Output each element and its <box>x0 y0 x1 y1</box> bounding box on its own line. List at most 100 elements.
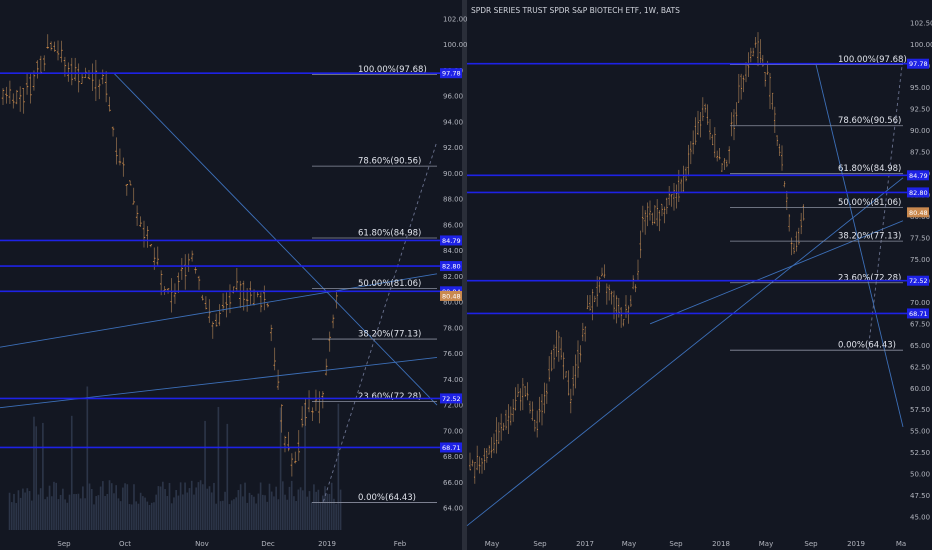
fib-level-label: 38.20%(77.13) <box>838 232 901 242</box>
y-tick-label: 86.00 <box>443 221 463 229</box>
y-tick-label: 88.00 <box>443 196 463 204</box>
fib-level-label: 100.00%(97.68) <box>838 55 907 65</box>
fib-level-label: 0.00%(64.43) <box>838 341 896 351</box>
y-tick-label: 75.00 <box>910 256 930 264</box>
x-tick-label: May <box>485 540 499 548</box>
volume-bar <box>106 493 109 530</box>
fib-level-label: 78.60%(90.56) <box>358 157 421 167</box>
volume-bar <box>173 497 175 530</box>
fib-level-label: 50.00%(81.06) <box>358 279 421 289</box>
x-tick-label: 2019 <box>318 540 336 548</box>
volume-bar <box>144 497 146 530</box>
volume-bar <box>279 407 282 530</box>
price-badge <box>440 235 462 246</box>
last-price-label: 80.48 <box>442 292 461 300</box>
volume-bar <box>19 497 22 530</box>
y-tick-label: 96.00 <box>443 93 463 101</box>
y-tick-label: 57.50 <box>910 406 930 414</box>
volume-bar <box>44 499 46 530</box>
price-badge <box>907 187 929 198</box>
volume-bar <box>124 483 126 530</box>
y-tick-label: 90.00 <box>910 127 930 135</box>
chart-title: SPDR SERIES TRUST SPDR S&P BIOTECH ETF, … <box>471 6 680 15</box>
trendline[interactable] <box>649 220 904 325</box>
volume-bar <box>304 402 306 530</box>
volume-bar <box>330 482 333 530</box>
volume-bar <box>79 498 82 530</box>
trendline[interactable] <box>466 177 904 527</box>
volume-bar <box>128 504 131 530</box>
volume-bar <box>73 494 75 530</box>
y-tick-label: 74.00 <box>443 376 463 384</box>
fib-level-label: 50.00%(81.06) <box>838 198 901 208</box>
y-tick-label: 64.00 <box>443 505 463 513</box>
volume-bar <box>197 482 200 530</box>
fib-level-label: 100.00%(97.68) <box>358 65 427 75</box>
volume-bar <box>148 504 151 530</box>
price-badge <box>907 170 929 181</box>
trendline[interactable] <box>867 57 904 351</box>
volume-bar <box>17 490 20 530</box>
trendline[interactable] <box>113 72 438 406</box>
x-tick-label: 2017 <box>576 540 594 548</box>
volume-bar <box>113 493 115 530</box>
volume-bar <box>26 488 29 530</box>
trendline[interactable] <box>0 357 438 409</box>
volume-bar <box>273 496 275 530</box>
volume-bar <box>248 492 251 530</box>
volume-bar <box>277 499 280 530</box>
trendline[interactable] <box>322 141 438 502</box>
volume-bar <box>70 415 73 530</box>
volume-bar <box>230 500 233 530</box>
price-badge <box>440 68 462 79</box>
volume-bar <box>39 488 42 530</box>
volume-bar <box>315 491 317 530</box>
volume-bar <box>99 486 102 530</box>
volume-bar <box>328 493 331 530</box>
trendline[interactable] <box>0 273 438 348</box>
volume-bar <box>217 406 220 530</box>
y-tick-label: 87.50 <box>910 149 930 157</box>
y-tick-label: 82.00 <box>443 273 463 281</box>
volume-bar <box>193 494 195 530</box>
volume-bar <box>62 488 64 530</box>
right-pane[interactable] <box>467 0 932 550</box>
trendline[interactable] <box>815 63 904 428</box>
volume-bar <box>68 494 71 530</box>
y-tick-label: 65.00 <box>910 342 930 350</box>
volume-bar <box>266 501 269 530</box>
price-badge-label: 82.80 <box>442 263 461 271</box>
left-pane[interactable] <box>0 0 462 550</box>
volume-bar <box>50 496 53 530</box>
volume-bar <box>295 501 297 530</box>
volume-bar <box>268 483 271 530</box>
volume-bar <box>195 487 197 530</box>
volume-bar <box>102 481 104 530</box>
volume-bar <box>306 496 309 530</box>
volume-bar <box>146 501 149 530</box>
volume-bar <box>97 495 100 530</box>
volume-bar <box>293 496 295 530</box>
x-tick-label: Sep <box>533 540 547 548</box>
volume-bar <box>86 386 89 530</box>
volume-bar <box>324 486 326 530</box>
volume-bar <box>179 482 182 530</box>
pane-divider[interactable] <box>462 0 467 550</box>
volume-bar <box>13 493 15 530</box>
x-tick-label: May <box>622 540 636 548</box>
volume-bar <box>164 489 166 530</box>
volume-bar <box>204 420 206 530</box>
price-badge <box>907 308 929 319</box>
price-badge-label: 84.79 <box>909 172 928 180</box>
volume-bar <box>219 501 222 530</box>
volume-bar <box>88 483 91 530</box>
volume-bar <box>270 491 273 530</box>
price-badge <box>440 442 462 453</box>
volume-bar <box>288 486 291 530</box>
y-tick-label: 50.00 <box>910 471 930 479</box>
volume-bar <box>46 496 49 530</box>
x-tick-label: 2019 <box>847 540 865 548</box>
volume-bar <box>57 499 60 530</box>
y-tick-label: 102.00 <box>443 15 468 23</box>
